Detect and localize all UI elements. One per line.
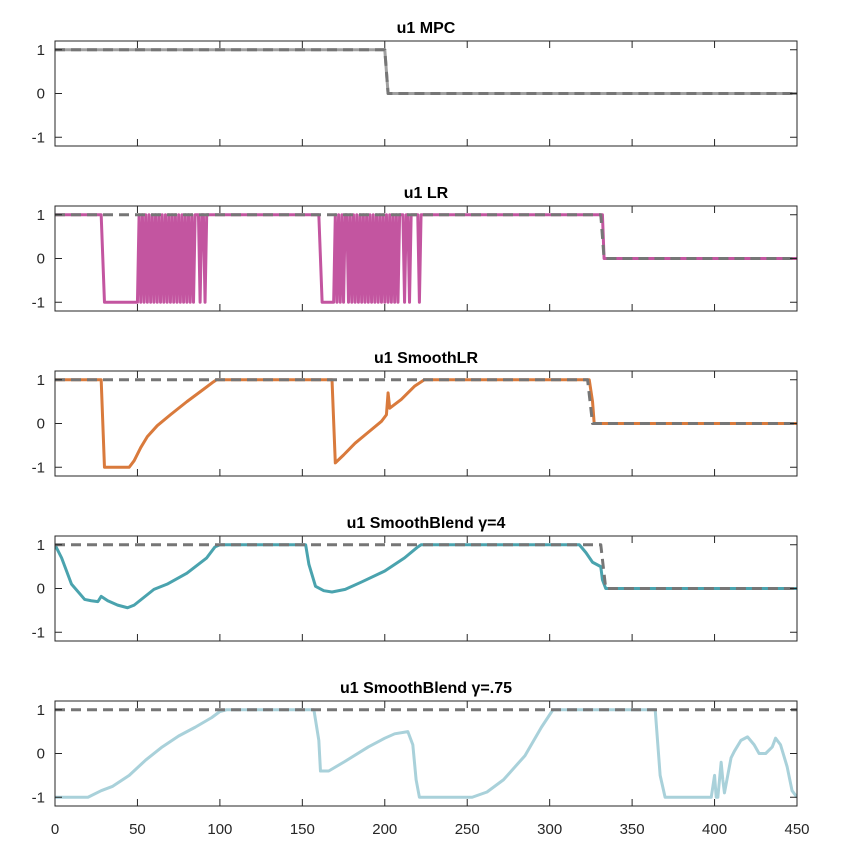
x-tick-label: 100: [207, 821, 232, 838]
x-tick-label: 400: [702, 821, 727, 838]
x-tick-label: 300: [537, 821, 562, 838]
y-tick-label: 0: [37, 416, 45, 433]
subplot-4: u1 SmoothBlend γ=4 1 0 -1: [32, 515, 798, 642]
y-tick-label: 1: [37, 207, 45, 224]
subplot-1: u1 MPC 1 0 -1: [32, 20, 798, 147]
series-line: [55, 48, 797, 95]
y-tick-label: -1: [32, 294, 45, 311]
subplot-title: u1 SmoothLR: [374, 350, 478, 367]
series-line: [55, 543, 797, 610]
x-tick-label: 50: [129, 821, 146, 838]
y-tick-label: 0: [37, 581, 45, 598]
subplot-title: u1 MPC: [397, 20, 456, 37]
y-tick-label: 1: [37, 537, 45, 554]
x-tick-label: 0: [51, 821, 59, 838]
y-tick-label: 0: [37, 251, 45, 268]
reference-line: [55, 48, 797, 95]
series-line: [55, 378, 797, 469]
x-tick-label: 200: [372, 821, 397, 838]
subplot-3: u1 SmoothLR 1 0 -1: [32, 350, 798, 477]
y-tick-label: 1: [37, 372, 45, 389]
subplot-title: u1 SmoothBlend γ=4: [347, 515, 506, 532]
x-tick-label: 250: [455, 821, 480, 838]
axes-box: [54, 700, 798, 807]
subplot-2: u1 LR 1 0 -1: [32, 185, 798, 312]
y-tick-label: -1: [32, 789, 45, 806]
series-line: [55, 708, 797, 799]
x-tick-label: 350: [620, 821, 645, 838]
subplot-title: u1 LR: [404, 185, 449, 202]
subplot-5: u1 SmoothBlend γ=.75 1 0 -1 0 50 100 150 200 250 3…: [32, 680, 810, 838]
x-tick-label: 150: [290, 821, 315, 838]
reference-line: [55, 543, 797, 590]
y-tick-label: -1: [32, 459, 45, 476]
subplot-title: u1 SmoothBlend γ=.75: [340, 680, 512, 697]
series-line: [55, 213, 797, 304]
y-tick-label: -1: [32, 624, 45, 641]
y-tick-label: 1: [37, 42, 45, 59]
y-tick-label: -1: [32, 129, 45, 146]
y-tick-label: 1: [37, 702, 45, 719]
y-tick-label: 0: [37, 86, 45, 103]
y-tick-label: 0: [37, 746, 45, 763]
reference-line: [55, 213, 797, 260]
x-tick-label: 450: [784, 821, 809, 838]
reference-line: [55, 378, 797, 425]
